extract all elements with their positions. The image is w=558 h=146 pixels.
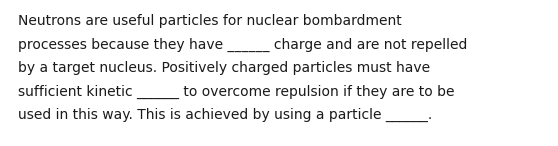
Text: sufficient kinetic ______ to overcome repulsion if they are to be: sufficient kinetic ______ to overcome re…	[18, 85, 455, 99]
Text: used in this way. This is achieved by using a particle ______.: used in this way. This is achieved by us…	[18, 108, 432, 122]
Text: Neutrons are useful particles for nuclear bombardment: Neutrons are useful particles for nuclea…	[18, 14, 402, 28]
Text: processes because they have ______ charge and are not repelled: processes because they have ______ charg…	[18, 38, 468, 52]
Text: by a target nucleus. Positively charged particles must have: by a target nucleus. Positively charged …	[18, 61, 430, 75]
